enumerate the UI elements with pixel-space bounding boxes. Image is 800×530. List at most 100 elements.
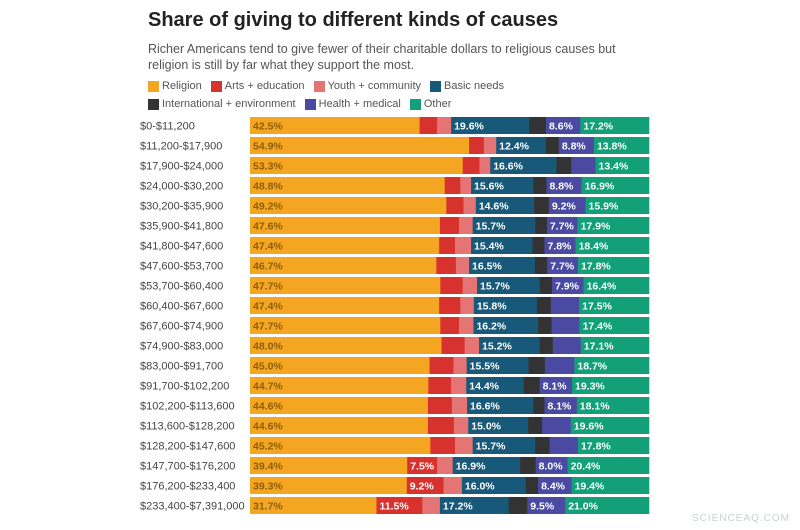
bar-segment-other	[575, 237, 650, 254]
category-label: $60,400-$67,600	[140, 301, 223, 313]
data-label: 31.7%	[253, 501, 283, 513]
category-label: $41,800-$47,600	[140, 241, 223, 253]
data-label: 17.4%	[583, 321, 613, 333]
data-label: 47.4%	[253, 241, 283, 253]
data-label: 7.9%	[555, 281, 580, 293]
data-label: 19.4%	[575, 481, 605, 493]
data-label: 44.7%	[253, 381, 283, 393]
data-label: 16.9%	[456, 461, 486, 473]
legend: Religion Arts + education Youth + communit…	[148, 79, 658, 115]
bar-segment-religion	[250, 397, 429, 414]
bar-segment-health-medical	[547, 257, 579, 274]
data-label: 49.2%	[253, 201, 283, 213]
bar-segment-youth-community	[451, 397, 468, 414]
data-label: 12.4%	[499, 141, 529, 153]
bar-segment-religion	[250, 337, 442, 354]
category-label: $17,900-$24,000	[140, 161, 223, 173]
data-label: 15.6%	[474, 181, 504, 193]
bar-segment-international-environment	[523, 377, 540, 394]
bar-segment-health-medical	[552, 337, 582, 354]
bar-segment-health-medical	[571, 157, 596, 174]
bar-segment-basic-needs	[490, 157, 557, 174]
bar-segment-youth-community	[443, 477, 463, 494]
bar-segment-basic-needs	[473, 297, 538, 314]
data-label: 53.3%	[253, 161, 283, 173]
data-label: 48.8%	[253, 181, 283, 193]
legend-item: Basic needs	[430, 79, 504, 94]
bar-segment-other	[571, 377, 650, 394]
data-label: 17.2%	[583, 121, 613, 133]
legend-label: International + environment	[162, 98, 296, 110]
bar-segment-religion	[250, 157, 463, 174]
category-label: $67,600-$74,900	[140, 321, 223, 333]
bar-segment-health-medical	[544, 237, 576, 254]
legend-label: Religion	[162, 80, 202, 92]
legend-label: Arts + education	[224, 80, 305, 92]
data-label: 8.8%	[549, 181, 574, 193]
data-label: 39.4%	[253, 461, 283, 473]
data-label: 9.5%	[530, 501, 555, 513]
data-label: 16.6%	[493, 161, 523, 173]
bar-segment-youth-community	[451, 377, 467, 394]
data-label: 20.4%	[571, 461, 601, 473]
data-label: 47.7%	[253, 321, 283, 333]
data-label: 54.9%	[253, 141, 283, 153]
bar-segment-other	[571, 477, 650, 494]
legend-swatch	[430, 81, 442, 92]
bar-segment-health-medical	[538, 477, 572, 494]
bar-segment-other	[576, 397, 650, 414]
data-label: 13.8%	[597, 141, 627, 153]
bar-segment-international-environment	[533, 177, 547, 194]
data-label: 15.9%	[589, 201, 619, 213]
category-label: $102,200-$113,600	[140, 401, 235, 413]
bar-segment-basic-needs	[475, 197, 535, 214]
bar-segment-basic-needs	[439, 497, 509, 514]
bar-segment-other	[567, 457, 650, 474]
category-label: $113,600-$128,200	[140, 421, 235, 433]
bar-segment-arts-education	[439, 217, 460, 234]
bar-segment-youth-community	[463, 197, 477, 214]
bar-segment-religion	[250, 297, 440, 314]
bar-segment-international-environment	[520, 457, 536, 474]
bar-segment-youth-community	[455, 257, 470, 274]
data-label: 15.2%	[482, 341, 512, 353]
bar-segment-youth-community	[483, 137, 497, 154]
data-label: 15.7%	[480, 281, 510, 293]
watermark: SCIENCEAQ.COM	[691, 513, 790, 524]
bar-segment-religion	[250, 217, 441, 234]
bar-segment-other	[595, 157, 650, 174]
legend-item: International + environment	[148, 97, 296, 112]
bar-segment-health-medical	[542, 417, 572, 434]
data-label: 15.8%	[477, 301, 507, 313]
data-label: 19.6%	[574, 421, 604, 433]
bar-segment-international-environment	[535, 437, 550, 454]
bar-segment-basic-needs	[466, 377, 525, 394]
data-label: 16.2%	[476, 321, 506, 333]
data-label: 44.6%	[253, 401, 283, 413]
bar-segment-other	[565, 497, 650, 514]
bar-segment-basic-needs	[472, 437, 536, 454]
bar-segment-arts-education	[439, 297, 461, 314]
legend-swatch	[313, 81, 325, 92]
bar-segment-youth-community	[422, 497, 441, 514]
data-label: 17.8%	[581, 261, 611, 273]
bar-segment-basic-needs	[496, 137, 546, 154]
data-label: 17.1%	[584, 341, 614, 353]
legend-item: Other	[409, 97, 451, 112]
data-label: 16.4%	[587, 281, 617, 293]
bar-segment-religion	[250, 417, 429, 434]
bar-segment-international-environment	[534, 257, 548, 274]
category-label: $91,700-$102,200	[140, 381, 229, 393]
bar-segment-arts-education	[462, 157, 480, 174]
bar-segment-health-medical	[552, 277, 584, 294]
bar-segment-international-environment	[508, 497, 528, 514]
bar-segment-health-medical	[550, 297, 580, 314]
bar-segment-international-environment	[538, 317, 552, 334]
data-label: 17.8%	[581, 441, 611, 453]
bar-segment-other	[593, 137, 650, 154]
bar-segment-basic-needs	[473, 317, 539, 334]
bar-segment-arts-education	[376, 497, 423, 514]
bar-segment-arts-education	[428, 377, 452, 394]
data-label: 47.6%	[253, 221, 283, 233]
bar-segment-arts-education	[427, 417, 455, 434]
